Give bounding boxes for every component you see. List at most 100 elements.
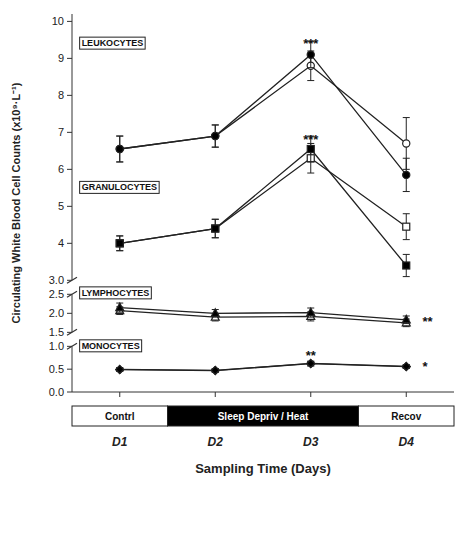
marker	[116, 365, 124, 373]
x-tick-label: D2	[208, 435, 224, 449]
marker	[307, 308, 315, 316]
break-mark	[67, 343, 77, 349]
data-group	[116, 359, 411, 374]
y-tick	[67, 132, 72, 133]
series-line	[120, 364, 407, 371]
error-bar	[403, 316, 410, 324]
phase-label: Contrl	[105, 411, 135, 422]
y-tick-label: 6	[58, 163, 64, 175]
x-tick	[406, 392, 407, 397]
y-tick	[67, 21, 72, 22]
y-tick	[67, 313, 72, 314]
error-bar	[212, 219, 219, 237]
y-tick-label: 10	[52, 15, 64, 27]
panel-label-box	[80, 181, 160, 193]
error-bar	[116, 136, 123, 162]
marker	[402, 363, 410, 371]
error-bar	[116, 236, 123, 251]
y-tick	[67, 243, 72, 244]
y-tick	[67, 206, 72, 207]
error-bar	[212, 125, 219, 147]
annotation: **	[423, 314, 434, 329]
marker	[403, 171, 410, 178]
marker	[116, 240, 123, 247]
panel-label-text: MONOCYTES	[82, 341, 140, 351]
y-axis-line	[72, 14, 73, 280]
annotation: ***	[303, 36, 319, 51]
error-bar	[403, 214, 410, 240]
y-tick	[67, 58, 72, 59]
x-axis-line	[72, 392, 454, 393]
marker	[116, 145, 123, 152]
y-tick-label: 7	[58, 126, 64, 138]
panel-label-box	[80, 340, 142, 352]
x-tick-label: D1	[112, 435, 128, 449]
y-tick-label: 2.0	[49, 307, 64, 319]
series-line	[120, 149, 407, 266]
x-tick-label: D4	[399, 435, 415, 449]
marker	[402, 362, 410, 370]
panel-label: GRANULOCYTES	[80, 181, 160, 193]
marker	[116, 145, 123, 152]
phase-box	[72, 406, 168, 426]
marker	[212, 225, 219, 232]
error-bar	[116, 236, 123, 251]
marker	[116, 366, 124, 374]
break-mark	[67, 291, 77, 297]
error-bar	[403, 254, 410, 276]
error-bar	[116, 136, 123, 162]
marker	[211, 367, 219, 375]
y-axis-label: Circulating White Blood Cell Counts (x10…	[10, 82, 22, 323]
phase-box	[168, 406, 359, 426]
phase-label: Recov	[391, 411, 421, 422]
marker	[402, 315, 410, 323]
series-line	[120, 158, 407, 243]
error-bar	[307, 308, 314, 317]
y-tick-label: 3.0	[49, 274, 64, 286]
x-tick	[119, 392, 120, 397]
series-line	[120, 66, 407, 149]
y-axis-line	[72, 346, 73, 392]
series-line	[120, 308, 407, 320]
annotation: **	[306, 348, 317, 363]
panel-label: LEUKOCYTES	[80, 37, 146, 49]
error-bar	[403, 158, 410, 191]
y-tick-label: 1.5	[49, 326, 64, 338]
marker	[212, 132, 219, 139]
marker	[116, 303, 124, 311]
annotation: ***	[303, 132, 319, 147]
data-group	[116, 303, 411, 327]
series-line	[120, 363, 407, 370]
y-tick	[67, 169, 72, 170]
y-tick-label: 4	[58, 237, 64, 249]
y-tick-label: 5	[58, 200, 64, 212]
y-tick	[67, 369, 72, 370]
panel: 3.0 4 5 6 7 8 9 10 *** *** LEUKOCYTES GRANULOCYTES	[49, 14, 410, 286]
y-tick-label: 2.5	[49, 288, 64, 300]
marker	[307, 51, 314, 58]
y-tick-label: 8	[58, 89, 64, 101]
data-group	[116, 42, 410, 277]
break-mark	[67, 329, 77, 335]
x-axis-label: Sampling Time (Days)	[195, 461, 331, 476]
panel: 0.00.51.0***MONOCYTES	[49, 340, 454, 398]
chart: 3.045678910******LEUKOCYTESGRANULOCYTESC…	[0, 0, 474, 537]
break-mark	[67, 277, 77, 283]
series-line	[120, 55, 407, 175]
y-tick-label: 9	[58, 52, 64, 64]
panel: 1.52.02.5**LYMPHOCYTES	[49, 287, 434, 338]
x-tick-label: D3	[303, 435, 319, 449]
y-tick	[67, 95, 72, 96]
phase-box	[359, 406, 455, 426]
marker	[211, 366, 219, 374]
y-tick-label: 0.0	[49, 386, 64, 398]
panel-label-box	[80, 287, 152, 299]
y-axis-line	[72, 294, 73, 332]
phase-label: Sleep Depriv / Heat	[218, 411, 309, 422]
error-bar	[212, 219, 219, 237]
y-tick	[67, 392, 72, 393]
x-tick	[310, 392, 311, 397]
annotation: *	[423, 359, 429, 374]
marker	[212, 132, 219, 139]
marker	[211, 309, 219, 317]
